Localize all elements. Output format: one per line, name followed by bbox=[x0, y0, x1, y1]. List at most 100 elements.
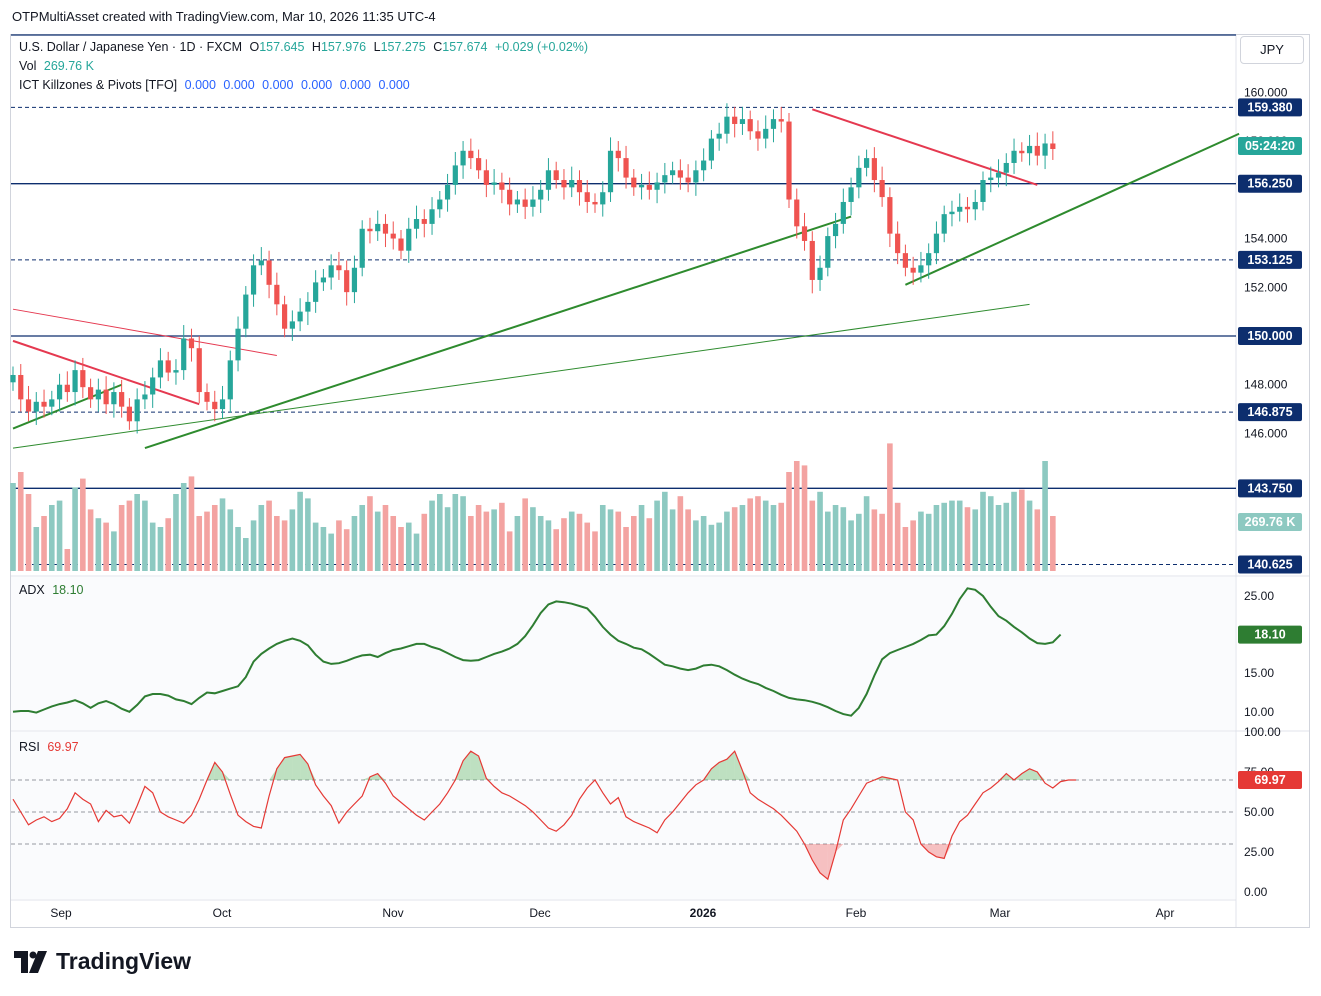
volume-bar bbox=[902, 527, 909, 571]
candle-body bbox=[957, 206, 963, 212]
candle-body bbox=[778, 119, 784, 122]
price-level-label: 150.000 bbox=[1247, 329, 1292, 343]
candle-body bbox=[367, 228, 373, 232]
volume-bar bbox=[809, 500, 816, 571]
legend-rsi: RSI 69.97 bbox=[19, 740, 83, 754]
volume-bar bbox=[250, 520, 257, 571]
volume-bar bbox=[995, 505, 1002, 571]
volume-bar bbox=[49, 505, 55, 571]
volume-bar bbox=[1026, 500, 1033, 571]
rsi-axis-tick: 25.00 bbox=[1244, 845, 1274, 859]
rsi-oversold-fill bbox=[944, 844, 952, 859]
candle-body bbox=[995, 172, 1002, 178]
price-level-label: 146.875 bbox=[1247, 405, 1292, 419]
volume-bar bbox=[778, 502, 785, 571]
adx-axis-tick: 15.00 bbox=[1244, 666, 1274, 680]
rsi-overbought-fill bbox=[711, 762, 720, 780]
candle-body bbox=[313, 282, 319, 302]
volume-bar bbox=[305, 498, 311, 571]
candle-body bbox=[716, 133, 722, 139]
countdown-label-bg bbox=[1238, 136, 1302, 155]
candle-body bbox=[693, 170, 699, 183]
volume-bar bbox=[1003, 502, 1010, 571]
time-axis-label: Sep bbox=[50, 906, 72, 920]
price-axis-tick: 154.000 bbox=[1244, 232, 1288, 246]
candle-body bbox=[483, 170, 489, 185]
rsi-oversold-fill bbox=[812, 844, 821, 873]
volume-bar bbox=[1019, 489, 1025, 571]
trendline-red-thin bbox=[12, 308, 277, 356]
candle-body bbox=[150, 377, 156, 395]
volume-bar bbox=[219, 498, 226, 571]
candle-body bbox=[980, 180, 986, 202]
volume-bar bbox=[235, 527, 241, 571]
candle-body bbox=[336, 265, 342, 271]
candle-body bbox=[413, 219, 420, 229]
volume-bar bbox=[460, 496, 466, 571]
candle-body bbox=[56, 384, 63, 400]
candle-body bbox=[685, 177, 691, 183]
legend-o-label: O bbox=[249, 40, 260, 54]
candle-body bbox=[770, 119, 777, 129]
volume-bar bbox=[964, 507, 971, 571]
candle-body bbox=[134, 399, 140, 422]
volume-bar bbox=[863, 496, 870, 571]
legend-ict-value: 0.000 bbox=[262, 78, 294, 92]
legend-c-value: 157.674 bbox=[442, 40, 488, 54]
volume-bar bbox=[786, 472, 792, 571]
volume-bar bbox=[258, 505, 265, 571]
volume-bar bbox=[374, 511, 381, 571]
volume-bar bbox=[832, 505, 839, 571]
candle-body bbox=[755, 131, 761, 139]
price-labels: 159.380 156.250 153.125 150.000 146.875 143.7… bbox=[1238, 98, 1302, 789]
currency-button[interactable]: JPY bbox=[1240, 36, 1304, 64]
legend-ict: ICT Killzones & Pivots [TFO] 0.000 0.000… bbox=[19, 78, 414, 92]
candle-body bbox=[111, 392, 117, 405]
volume-bar bbox=[731, 507, 738, 571]
candle-body bbox=[227, 360, 233, 400]
volume-bar bbox=[72, 487, 78, 571]
candle-body bbox=[328, 265, 334, 278]
time-axis-label: Nov bbox=[382, 906, 403, 920]
volume-bar bbox=[227, 509, 234, 571]
candle-body bbox=[1011, 150, 1017, 163]
tradingview-logo[interactable]: TradingView bbox=[14, 948, 191, 975]
candle-body bbox=[375, 223, 381, 232]
volume-bar bbox=[10, 483, 16, 571]
rsi-overbought-fill bbox=[734, 751, 743, 780]
candle-body bbox=[592, 201, 598, 205]
volume-bar bbox=[17, 472, 24, 571]
candle-body bbox=[204, 392, 210, 402]
candle-body bbox=[219, 399, 226, 410]
time-axis-label: Dec bbox=[529, 906, 550, 920]
candle-body bbox=[126, 406, 132, 422]
volume-bar bbox=[856, 513, 862, 571]
candle-body bbox=[864, 158, 870, 168]
volume-bar bbox=[87, 509, 94, 571]
volume-bar bbox=[398, 527, 404, 571]
legend-symbol: U.S. Dollar / Japanese Yen · 1D · FXCM bbox=[19, 40, 243, 54]
candle-body bbox=[553, 170, 559, 181]
candle-body bbox=[80, 370, 86, 388]
volume-bar bbox=[173, 494, 179, 571]
candle-body bbox=[801, 226, 808, 241]
adx-line bbox=[12, 587, 1062, 717]
volume-bar bbox=[126, 500, 133, 571]
volume-bar bbox=[336, 520, 342, 571]
legend-ict-label: ICT Killzones & Pivots [TFO] bbox=[19, 78, 178, 92]
rsi-overbought-fill bbox=[377, 773, 386, 780]
rsi-overbought-fill bbox=[719, 759, 727, 780]
rsi-overbought-fill bbox=[470, 751, 479, 780]
volume-bar bbox=[793, 461, 800, 571]
volume-bar bbox=[437, 494, 443, 571]
volume-bar bbox=[289, 509, 296, 571]
price-axis-tick: 152.000 bbox=[1244, 280, 1288, 294]
candle-body bbox=[25, 399, 32, 412]
volume-bar bbox=[724, 511, 730, 571]
time-axis-label: 2026 bbox=[690, 906, 717, 920]
volume-bar bbox=[561, 518, 567, 571]
legend-volume: Vol 269.76 K bbox=[19, 59, 98, 73]
price-level-label-bg bbox=[1238, 327, 1302, 345]
